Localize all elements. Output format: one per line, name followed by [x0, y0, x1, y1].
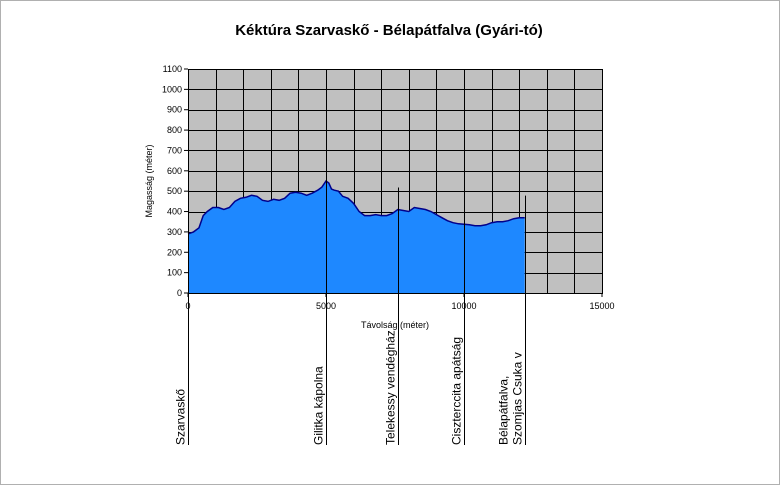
y-axis-label: Magasság (méter): [144, 144, 154, 217]
y-tick-label: 700: [167, 145, 182, 155]
y-tick-label: 800: [167, 125, 182, 135]
location-marker-label: Bélapátfalva,Szomjas Csuka v: [497, 352, 525, 445]
y-tick-label: 1100: [163, 64, 182, 74]
y-tick-label: 0: [177, 288, 182, 298]
location-marker-label: Gilitka kápolna: [312, 366, 326, 445]
y-tick-label: 100: [167, 268, 182, 278]
y-tick-label: 600: [167, 166, 182, 176]
location-markers: Szarvaskő Gilitka kápolna Telekessy vendég…: [174, 159, 526, 445]
x-tick-label: 15000: [589, 301, 614, 311]
x-axis-label: Távolság (méter): [361, 320, 429, 330]
plot-border: [188, 69, 603, 294]
y-tick-label: 1000: [162, 84, 182, 94]
chart-title: Kéktúra Szarvaskő - Bélapátfalva (Gyári-…: [235, 22, 543, 39]
location-marker-label: Ciszterccita apátság: [450, 337, 464, 445]
y-tick-label: 500: [167, 186, 182, 196]
y-tick-label: 200: [167, 247, 182, 257]
location-marker-label: Telekessy vendégház: [384, 330, 398, 445]
y-tick-label: 400: [167, 207, 182, 217]
location-marker-label: Szarvaskő: [174, 389, 188, 445]
y-tick-label: 300: [167, 227, 182, 237]
elevation-line: [187, 179, 525, 235]
plot-area: 0100200300400500600700800900100011000500…: [162, 64, 615, 311]
y-tick-label: 900: [167, 105, 182, 115]
elevation-area: [188, 181, 525, 293]
